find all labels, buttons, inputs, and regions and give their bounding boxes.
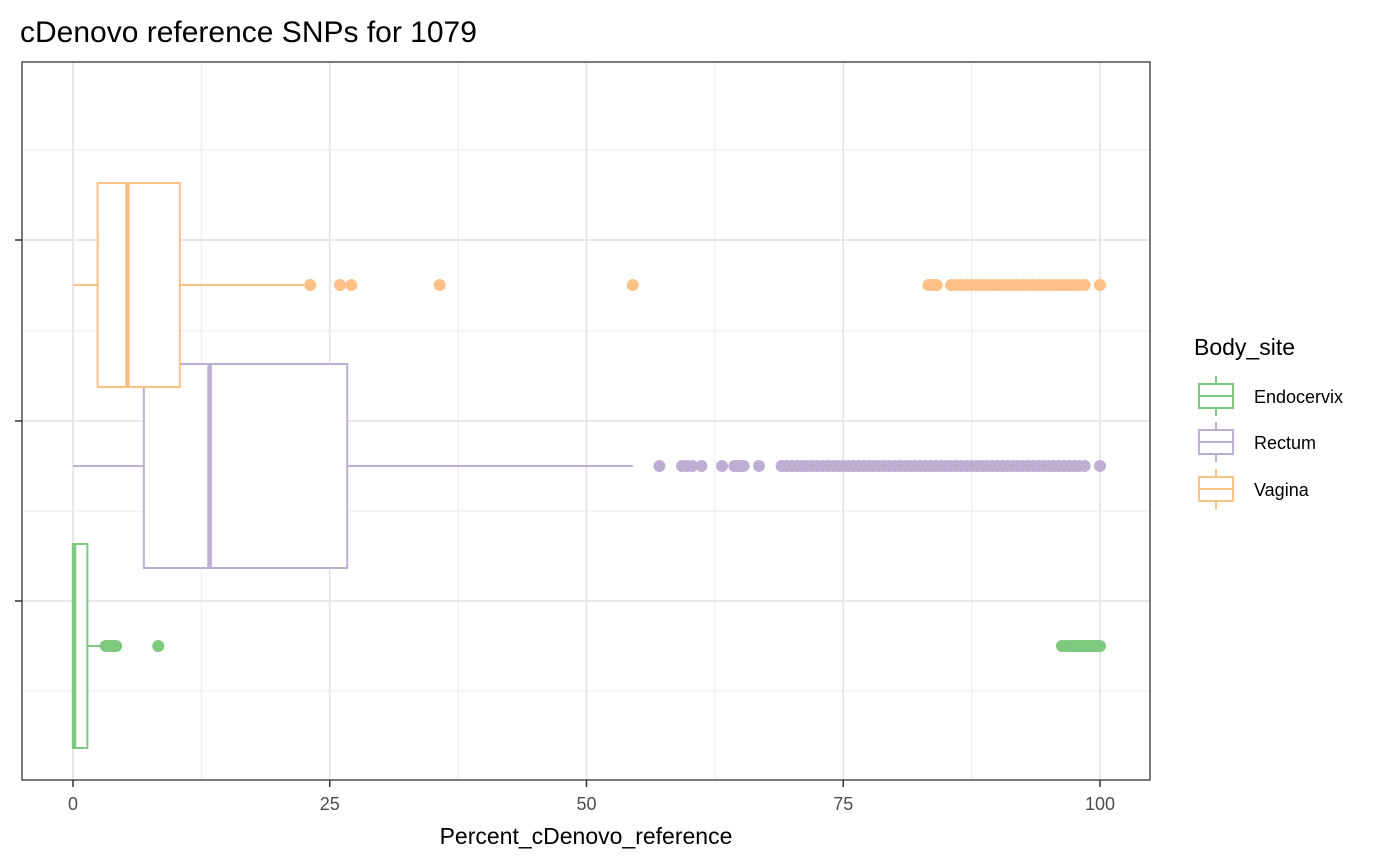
- x-axis-title: Percent_cDenovo_reference: [440, 823, 733, 849]
- legend-label: Endocervix: [1254, 387, 1343, 407]
- x-tick-label: 25: [320, 794, 340, 814]
- outlier-point: [1094, 460, 1106, 472]
- outlier-point: [716, 460, 729, 472]
- outlier-point: [626, 279, 639, 291]
- box: [96, 182, 181, 388]
- legend-label: Rectum: [1254, 433, 1316, 453]
- outlier-point: [737, 460, 750, 472]
- x-tick-label: 0: [68, 794, 78, 814]
- boxplot-rectum: [73, 363, 1106, 569]
- outlier-point: [345, 279, 358, 291]
- outlier-point: [686, 460, 699, 472]
- outlier-point: [1078, 460, 1091, 472]
- outlier-point: [653, 460, 666, 472]
- outlier-point: [753, 460, 766, 472]
- legend-entry-rectum: Rectum: [1198, 422, 1316, 462]
- legend-label: Vagina: [1254, 480, 1310, 500]
- outlier-point: [152, 640, 165, 652]
- outlier-point: [334, 279, 347, 291]
- legend-entry-vagina: Vagina: [1198, 469, 1310, 509]
- data-layer: [71, 182, 1106, 749]
- outlier-point: [695, 460, 708, 472]
- outlier-point: [1094, 279, 1106, 291]
- x-tick-label: 100: [1085, 794, 1115, 814]
- outlier-point: [1094, 640, 1106, 652]
- legend-entry-endocervix: Endocervix: [1198, 376, 1343, 416]
- legend-title: Body_site: [1194, 334, 1295, 360]
- x-tick-label: 50: [576, 794, 596, 814]
- grid-lines: [22, 62, 1150, 780]
- boxplot-vagina: [73, 182, 1106, 388]
- outlier-point: [304, 279, 317, 291]
- chart-title: cDenovo reference SNPs for 1079: [20, 16, 477, 49]
- outlier-point: [1078, 279, 1091, 291]
- boxplot-endocervix: [71, 543, 1106, 749]
- box: [142, 363, 349, 569]
- legend: Body_site Endocervix Rectum Vagina: [1194, 334, 1343, 509]
- outlier-point: [433, 279, 446, 291]
- outlier-point: [930, 279, 943, 291]
- axes: 0 25 50 75 100: [15, 239, 1115, 814]
- x-tick-label: 75: [833, 794, 853, 814]
- outlier-point: [110, 640, 123, 652]
